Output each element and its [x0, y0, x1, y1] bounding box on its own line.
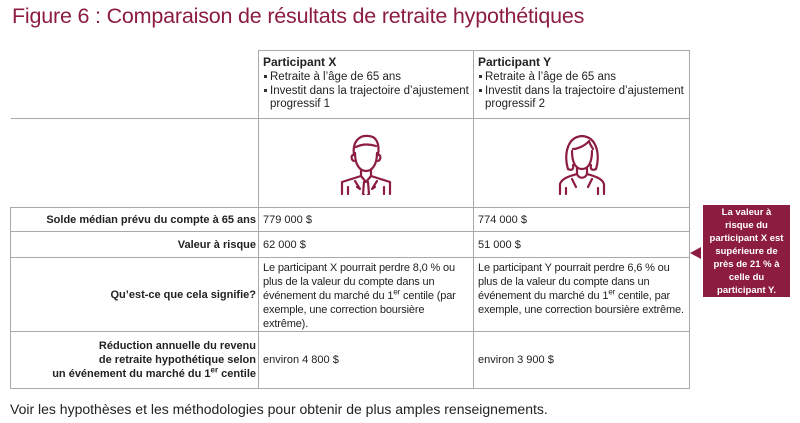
meaning-y-text: centile, par exemple, une correction bou…	[478, 290, 684, 316]
median-balance-x: 779 000 $	[258, 207, 474, 232]
superscript: er	[608, 287, 616, 297]
median-balance-y: 774 000 $	[473, 207, 690, 232]
participant-x-icon-cell	[258, 118, 474, 208]
callout-text: La valeur à risque du participant X est …	[709, 206, 784, 296]
participant-x-bullet: Retraite à l’âge de 65 ans	[263, 71, 469, 85]
income-reduction-row: Réduction annuelle du revenu de retraite …	[10, 331, 690, 389]
blank-label-cell	[10, 118, 259, 208]
value-at-risk-row: Valeur à risque 62 000 $ 51 000 $	[10, 231, 690, 258]
male-person-icon	[340, 134, 392, 195]
meaning-x-text: Le participant X pourrait perdre 8,0 % o…	[263, 262, 455, 302]
figure-title: Figure 6 : Comparaison de résultats de r…	[12, 4, 585, 28]
blank-corner-cell	[10, 50, 259, 119]
meaning-y-text: Le participant Y pourrait perdre 6,6 % o…	[478, 262, 670, 302]
participant-y-bullet: Retraite à l’âge de 65 ans	[478, 71, 685, 85]
meaning-y: Le participant Y pourrait perdre 6,6 % o…	[473, 257, 690, 332]
icon-row	[10, 118, 690, 208]
participant-x-details: Retraite à l’âge de 65 ans Investit dans…	[263, 71, 469, 112]
value-at-risk-x: 62 000 $	[258, 231, 474, 258]
meaning-label: Qu’est-ce que cela signifie?	[10, 257, 259, 332]
value-at-risk-callout: La valeur à risque du participant X est …	[703, 205, 790, 297]
income-reduction-label-line: un événement du marché du 1	[52, 368, 211, 380]
participant-y-details: Retraite à l’âge de 65 ans Investit dans…	[478, 71, 685, 112]
value-at-risk-label: Valeur à risque	[10, 231, 259, 258]
superscript: er	[393, 287, 401, 297]
participant-x-header: Participant X Retraite à l’âge de 65 ans…	[258, 50, 474, 119]
income-reduction-y: environ 3 900 $	[473, 331, 690, 389]
income-reduction-label-line: de retraite hypothétique selon	[98, 354, 256, 366]
income-reduction-label-line: Réduction annuelle du revenu	[98, 340, 256, 352]
meaning-x-text: centile (par exemple, une correction bou…	[263, 290, 456, 330]
median-balance-label: Solde médian prévu du compte à 65 ans	[10, 207, 259, 232]
participant-y-name: Participant Y	[478, 55, 552, 69]
meaning-x: Le participant X pourrait perdre 8,0 % o…	[258, 257, 474, 332]
female-person-icon	[558, 134, 605, 195]
participant-y-bullet: Investit dans la trajectoire d’ajustemen…	[478, 85, 685, 112]
participant-x-bullet: Investit dans la trajectoire d’ajustemen…	[263, 85, 469, 112]
callout-arrow-icon	[690, 247, 701, 259]
participant-x-name: Participant X	[263, 55, 337, 69]
income-reduction-x: environ 4 800 $	[258, 331, 474, 389]
footnote: Voir les hypothèses et les méthodologies…	[10, 401, 548, 417]
income-reduction-label-line: centile	[218, 368, 256, 380]
header-row: Participant X Retraite à l’âge de 65 ans…	[10, 50, 690, 119]
superscript: er	[210, 365, 219, 375]
participant-y-header: Participant Y Retraite à l’âge de 65 ans…	[473, 50, 690, 119]
participant-y-icon-cell	[473, 118, 690, 208]
comparison-table: Participant X Retraite à l’âge de 65 ans…	[10, 50, 690, 389]
median-balance-row: Solde médian prévu du compte à 65 ans 77…	[10, 207, 690, 232]
income-reduction-label: Réduction annuelle du revenu de retraite …	[10, 331, 259, 389]
meaning-row: Qu’est-ce que cela signifie? Le particip…	[10, 257, 690, 332]
value-at-risk-y: 51 000 $	[473, 231, 690, 258]
